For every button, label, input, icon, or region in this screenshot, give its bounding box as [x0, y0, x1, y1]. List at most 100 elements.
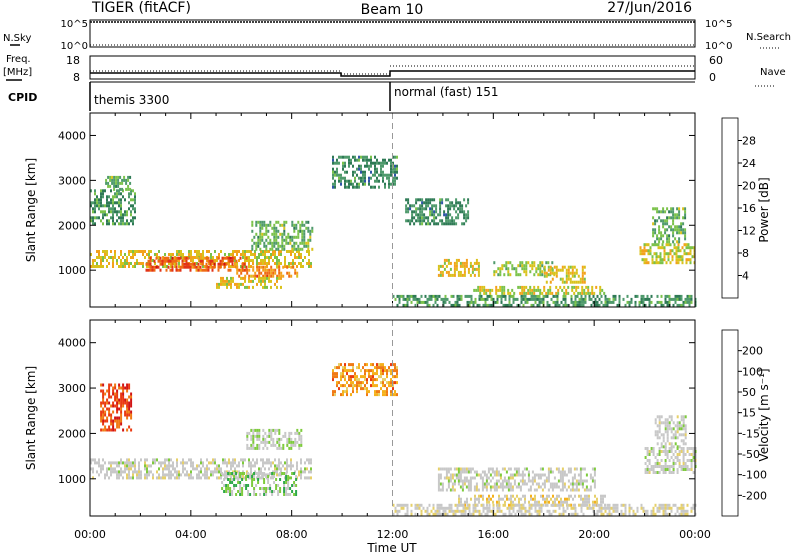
velocity-cell [292, 464, 294, 468]
velocity-cell [676, 471, 679, 474]
power-cell [123, 175, 126, 179]
velocity-cell [225, 490, 228, 493]
velocity-cell [585, 485, 588, 489]
power-cell [267, 241, 270, 245]
power-cell [495, 285, 498, 289]
velocity-cell [674, 433, 677, 437]
power-cell [425, 222, 428, 226]
power-cell [119, 175, 122, 179]
velocity-cell [430, 509, 433, 513]
power-cell [572, 300, 575, 304]
power-cell [658, 228, 661, 232]
power-cell [541, 264, 544, 268]
freq-frame [89, 55, 696, 80]
power-cell [282, 274, 285, 278]
velocity-cell [384, 384, 386, 388]
power-cell [240, 268, 243, 272]
velocity-cell [156, 458, 158, 462]
power-cell [198, 250, 200, 253]
velocity-cell [674, 503, 677, 507]
power-cell [278, 276, 280, 280]
power-cell [662, 234, 665, 238]
velocity-cell [158, 467, 160, 471]
power-cell [261, 232, 264, 236]
velocity-cell [676, 421, 679, 425]
power-cell [255, 241, 258, 245]
velocity-cell [246, 446, 249, 450]
power-cell [268, 256, 270, 259]
velocity-cell [445, 467, 448, 471]
velocity-cell [604, 503, 606, 507]
velocity-cell [441, 467, 444, 471]
velocity-cell [469, 476, 472, 480]
power-cell [659, 258, 662, 262]
power-cell [538, 300, 541, 304]
power-cell [549, 280, 552, 284]
cpid-mode-1: themis 3300 [94, 93, 169, 107]
power-cell [104, 256, 106, 259]
power-cell [491, 288, 494, 292]
velocity-cell [342, 372, 344, 376]
power-cell [431, 213, 434, 217]
power-cell [584, 297, 587, 301]
velocity-cell [493, 485, 496, 489]
power-cell [671, 249, 674, 253]
power-cell [539, 273, 542, 277]
power-cell [581, 277, 584, 281]
velocity-cell [569, 488, 572, 492]
velocity-cell [118, 407, 121, 411]
velocity-cell [449, 479, 452, 483]
velocity-cell [518, 506, 521, 510]
velocity-cell [336, 375, 338, 379]
velocity-cell [128, 425, 131, 429]
power-cell [307, 241, 310, 245]
velocity-cell [224, 461, 226, 465]
power-cell [652, 216, 655, 220]
velocity-cell [276, 470, 278, 474]
velocity-cell [192, 476, 194, 480]
power-cell [547, 261, 550, 265]
power-cell [238, 274, 241, 278]
power-cell [191, 262, 194, 266]
velocity-cell [489, 467, 492, 471]
power-cell [427, 198, 430, 202]
power-cell [211, 265, 214, 269]
power-cell [478, 303, 481, 307]
velocity-cell [660, 442, 663, 446]
velocity-cell [112, 404, 115, 408]
power-cell [470, 300, 473, 304]
power-cell [232, 276, 234, 280]
velocity-cell [380, 366, 382, 370]
power-cell [352, 173, 354, 177]
power-cell [132, 253, 134, 256]
velocity-cell [656, 430, 659, 434]
velocity-cell [269, 484, 272, 487]
velocity-cell [547, 467, 550, 471]
power-cell [116, 189, 118, 193]
velocity-cell [528, 506, 531, 510]
power-cell [691, 246, 694, 250]
power-cell [305, 220, 308, 224]
velocity-cell [467, 482, 470, 486]
power-cell [275, 226, 278, 230]
power-cell [655, 255, 658, 259]
velocity-cell [164, 464, 166, 468]
velocity-cell [483, 485, 486, 489]
power-cell [100, 204, 102, 208]
power-cell [688, 303, 691, 307]
power-cell [126, 262, 128, 265]
power-cell [113, 187, 116, 191]
velocity-cell [461, 482, 464, 486]
velocity-cell [376, 384, 378, 388]
power-cell [175, 268, 178, 272]
power-cell [110, 250, 112, 253]
power-cell [128, 201, 130, 205]
velocity-cell [130, 398, 133, 402]
power-cell [581, 288, 584, 292]
velocity-cell [279, 472, 282, 475]
velocity-cell [212, 458, 214, 462]
power-cell [290, 253, 292, 256]
velocity-cell [342, 390, 344, 394]
velocity-cell [596, 503, 599, 507]
